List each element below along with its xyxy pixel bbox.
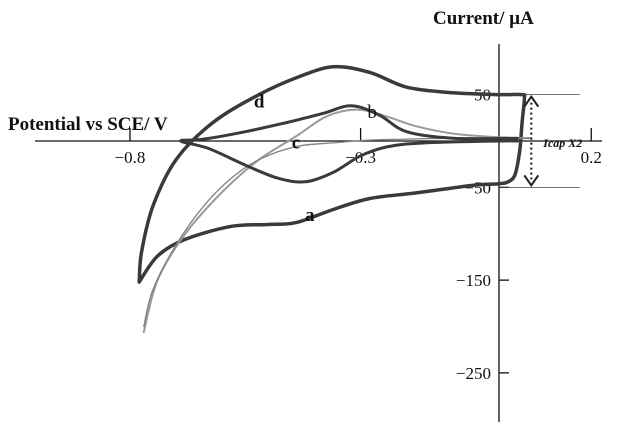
series-label-a: a <box>305 205 315 226</box>
x-tick-label: 0.2 <box>581 148 602 167</box>
y-tick-label: −50 <box>464 178 491 197</box>
icap-label: Icap X2 <box>542 136 582 150</box>
series-line-d <box>179 104 519 184</box>
series-line-b <box>142 108 533 334</box>
series-label-b: b <box>367 102 377 123</box>
x-axis-label: Potential vs SCE/ V <box>8 114 168 135</box>
y-tick-label: −150 <box>456 271 491 290</box>
icap-arrow-up <box>523 94 540 108</box>
series-labels: a b c d <box>254 92 377 226</box>
x-tick-label: −0.8 <box>115 148 146 167</box>
series-line-a <box>137 64 527 284</box>
series-label-c: c <box>292 132 300 153</box>
y-tick-label: −250 <box>456 364 491 383</box>
axes <box>35 44 602 422</box>
icap-annotation: Icap X2 <box>499 94 582 188</box>
data-series <box>137 64 533 334</box>
icap-arrow-down <box>523 174 540 188</box>
series-label-d: d <box>254 92 265 113</box>
axis-ticks: −0.8 −0.3 0.250−50−150−250 <box>115 86 602 383</box>
y-axis-label: Current/ µA <box>433 8 534 29</box>
